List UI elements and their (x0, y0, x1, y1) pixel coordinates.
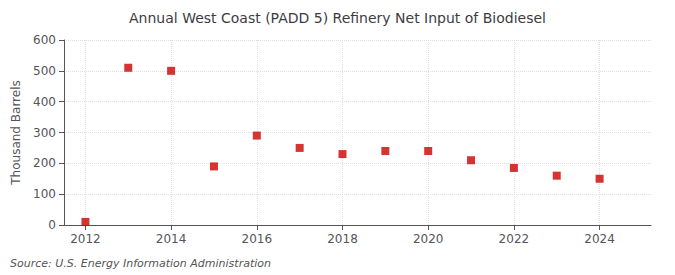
svg-text:2020: 2020 (413, 232, 444, 246)
svg-text:500: 500 (33, 64, 56, 78)
svg-text:300: 300 (33, 126, 56, 140)
svg-text:2018: 2018 (327, 232, 358, 246)
svg-text:2022: 2022 (499, 232, 530, 246)
svg-text:100: 100 (33, 187, 56, 201)
svg-text:600: 600 (33, 33, 56, 47)
svg-text:2014: 2014 (156, 232, 187, 246)
svg-text:0: 0 (48, 218, 56, 232)
svg-text:2024: 2024 (584, 232, 615, 246)
svg-text:Annual West Coast (PADD 5) Ref: Annual West Coast (PADD 5) Refinery Net … (129, 10, 546, 26)
svg-text:Source: U.S. Energy Informatio: Source: U.S. Energy Information Administ… (10, 257, 271, 270)
svg-text:400: 400 (33, 95, 56, 109)
svg-text:2016: 2016 (242, 232, 273, 246)
svg-text:200: 200 (33, 156, 56, 170)
svg-text:2012: 2012 (70, 232, 101, 246)
svg-text:Thousand Barrels: Thousand Barrels (9, 80, 23, 185)
